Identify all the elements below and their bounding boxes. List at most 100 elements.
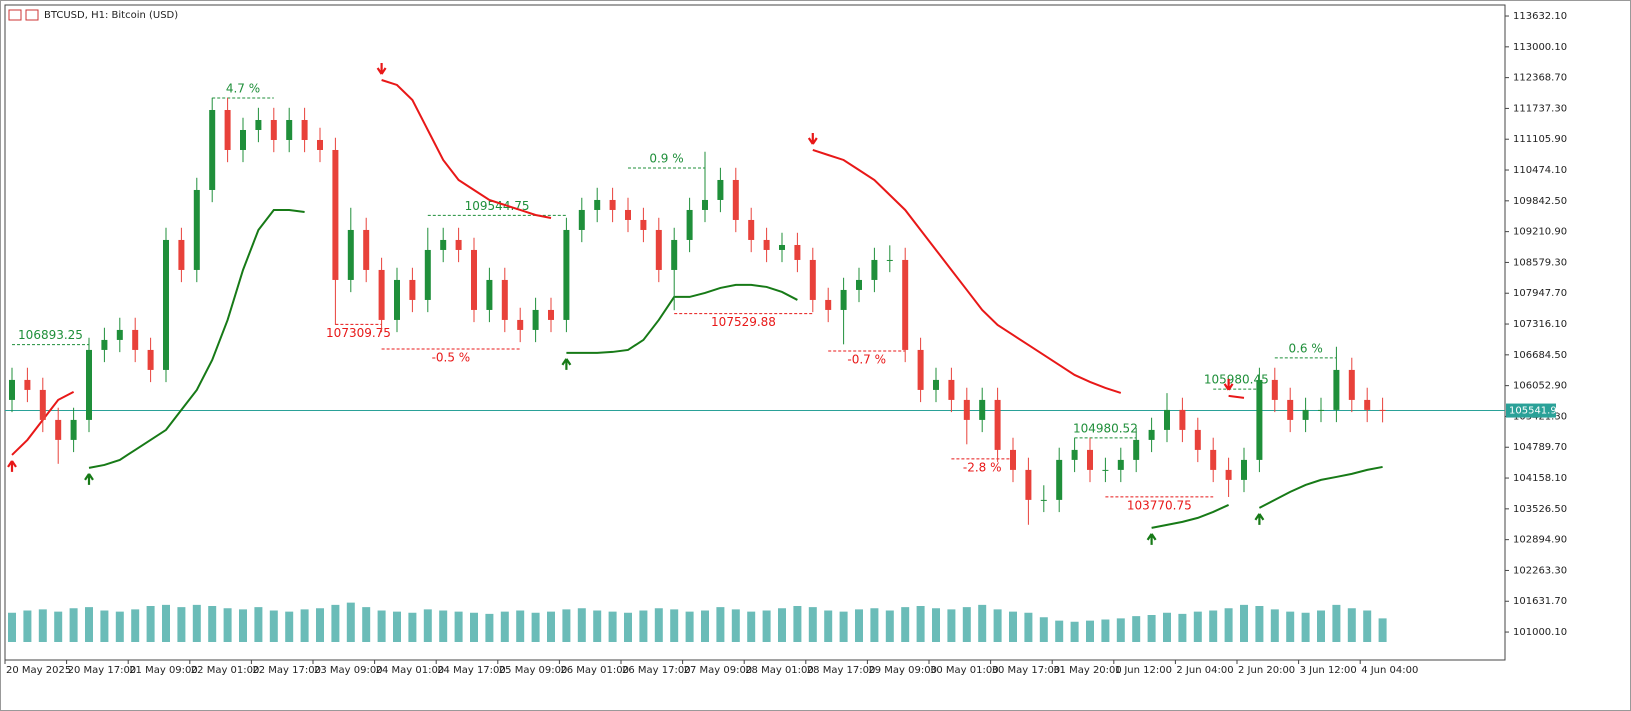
volume-bar: [269, 610, 278, 642]
candle-body: [1241, 459, 1247, 480]
candle-body: [1333, 369, 1340, 410]
plot-border: [4, 4, 1506, 661]
candle-body: [1102, 469, 1109, 471]
volume-bar: [1132, 616, 1141, 642]
level-label: 103770.75: [1127, 498, 1192, 512]
candle-body: [563, 229, 570, 320]
candle-body: [317, 139, 323, 150]
candle-body: [440, 239, 447, 250]
volume-bar: [408, 612, 417, 642]
candle-body: [1271, 379, 1278, 400]
volume-bar: [947, 609, 956, 642]
volume-bar: [516, 610, 525, 642]
y-tick-label: 111105.90: [1513, 134, 1567, 145]
icon: [8, 9, 22, 21]
y-tick-label: 113632.10: [1513, 11, 1567, 22]
volume-bar: [901, 607, 910, 642]
x-tick-label: 22 May 17:00: [252, 665, 321, 676]
candle-body: [871, 259, 878, 280]
x-tick-label: 28 May 01:00: [745, 665, 814, 676]
y-tick-label: 103526.50: [1513, 504, 1567, 515]
volume-bar: [1347, 608, 1356, 642]
window-icons: [8, 9, 39, 21]
y-tick-label: 109842.50: [1513, 196, 1567, 207]
level-label: 105980.45: [1204, 373, 1269, 387]
candle-body: [1010, 449, 1016, 470]
y-tick-label: 113000.10: [1513, 42, 1567, 53]
volume-bar: [439, 610, 448, 642]
volume-bar: [316, 608, 324, 642]
candle-body: [825, 299, 832, 310]
signal-arrow: [7, 460, 17, 472]
candle-body: [471, 249, 477, 310]
volume-bar: [685, 611, 694, 642]
volume-bar: [1024, 612, 1033, 642]
candle-body: [886, 259, 893, 261]
y-tick-label: 104158.10: [1513, 473, 1567, 484]
candle-body: [9, 379, 15, 400]
candle-body: [240, 129, 246, 150]
volume-bar: [285, 611, 294, 642]
volume-bar: [932, 608, 940, 642]
volume-bar: [1378, 618, 1387, 642]
candle-body: [1040, 499, 1047, 501]
volume-bar: [146, 606, 155, 642]
candle-body: [1210, 449, 1217, 470]
candle-body: [1318, 409, 1324, 411]
volume-bar: [23, 610, 32, 642]
level-label: -0.7 %: [847, 352, 886, 366]
volume-bar: [577, 608, 586, 642]
candle-body: [763, 239, 770, 250]
volume-bar: [1317, 610, 1325, 642]
last-price-box: [1506, 403, 1556, 418]
candle-body: [332, 149, 339, 280]
x-tick-label: 26 May 01:00: [560, 665, 629, 676]
volume-bar: [547, 611, 555, 642]
x-tick-label: 30 May 01:00: [930, 665, 999, 676]
level-label: 107529.88: [711, 315, 776, 329]
signal-arrow: [807, 132, 818, 145]
candle-body: [347, 229, 354, 280]
volume-bar: [1240, 604, 1248, 642]
candle-body: [902, 259, 909, 350]
candle-body: [517, 319, 524, 330]
candle-body: [625, 209, 631, 220]
candle-body: [1379, 409, 1386, 411]
volume-bar: [100, 610, 109, 642]
candle-body: [378, 269, 385, 320]
volume-bar: [223, 608, 232, 642]
volume-bar: [1070, 621, 1079, 642]
volume-bar: [1286, 611, 1295, 642]
candle-body: [1133, 439, 1140, 460]
y-tick-label: 106052.90: [1513, 381, 1567, 392]
candle-body: [1087, 449, 1093, 470]
signal-arrow: [1223, 378, 1234, 391]
x-tick-label: 26 May 17:00: [622, 665, 691, 676]
candle-body: [1194, 429, 1201, 450]
candle-body: [1179, 409, 1186, 430]
volume-bar: [1178, 613, 1187, 642]
y-tick-label: 111737.30: [1513, 103, 1567, 114]
candle-body: [55, 419, 62, 440]
candle-body: [1117, 459, 1124, 470]
volume-bar: [762, 610, 771, 642]
volume-bar: [670, 609, 679, 642]
volume-bar: [69, 608, 78, 642]
volume-bar: [608, 611, 617, 642]
y-tick-label: 104789.70: [1513, 442, 1567, 453]
level-label: 4.7 %: [226, 82, 260, 96]
candle-body: [1364, 399, 1371, 410]
last-price-label: 105541.90: [1509, 406, 1563, 417]
volume-bar: [562, 609, 571, 642]
level-label: 104980.52: [1073, 421, 1138, 435]
volume-bar: [1270, 609, 1279, 642]
x-tick-label: 3 Jun 12:00: [1300, 665, 1357, 676]
volume-bar: [1009, 611, 1017, 642]
candle-body: [840, 289, 847, 310]
volume-bar: [208, 606, 217, 642]
volume-bar: [115, 611, 124, 642]
signal-arrow: [84, 473, 94, 485]
volume-bar: [393, 611, 401, 642]
candle-body: [1025, 469, 1032, 500]
